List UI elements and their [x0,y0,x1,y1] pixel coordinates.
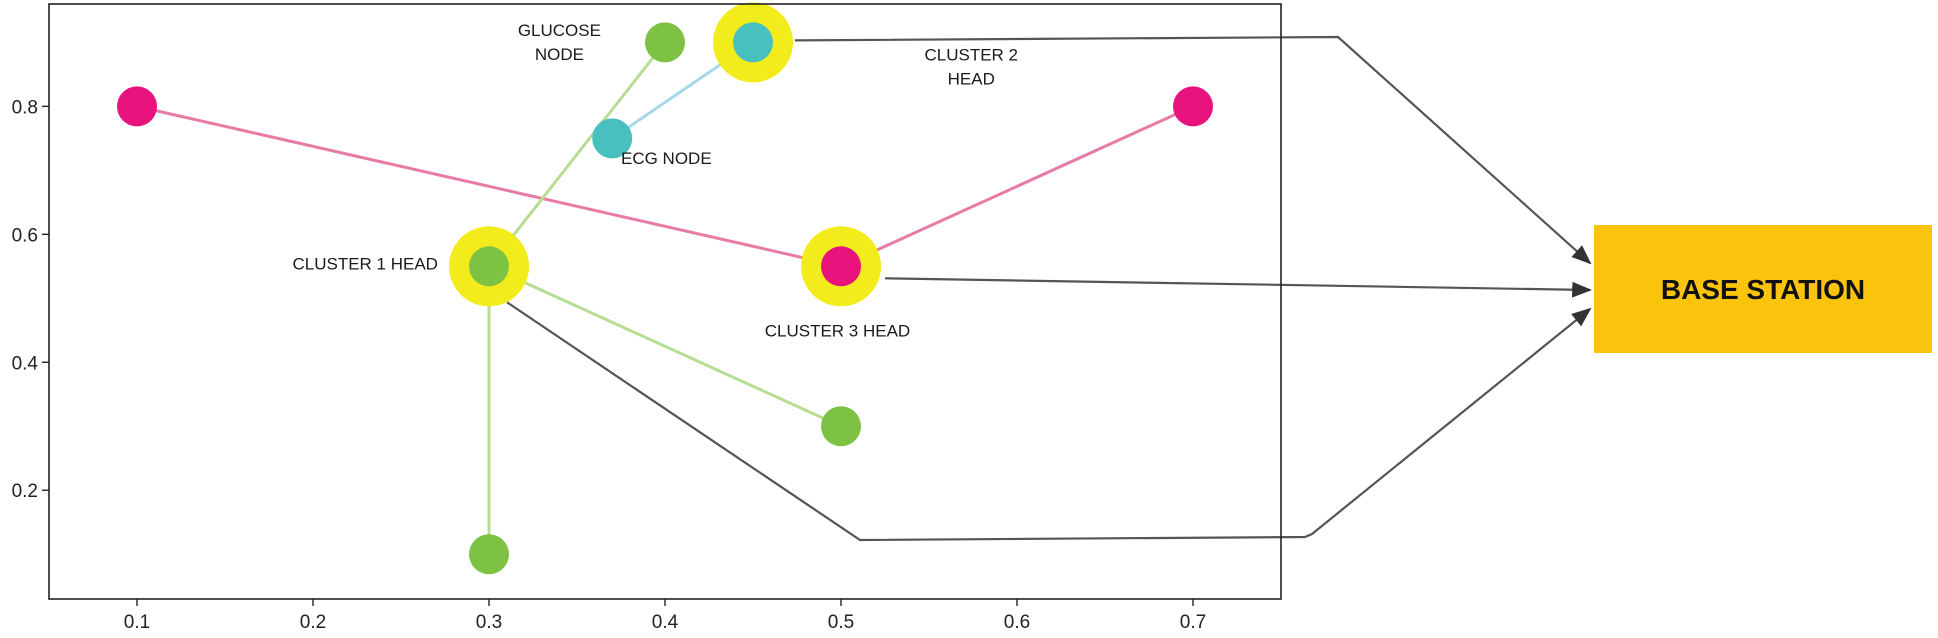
glucose-label-line: GLUCOSE [518,21,601,40]
sensor-node [469,534,509,575]
x-tick-label: 0.7 [1180,612,1206,633]
base-station-uplinks [506,35,1592,542]
cluster-head-node [801,226,881,307]
cluster1-label: CLUSTER 1 HEAD [292,255,437,274]
node-marker-p1 [117,86,157,127]
x-tick-label: 0.4 [652,612,679,633]
link-p5-p4 [487,41,667,268]
cluster2-label: CLUSTER 2 HEAD [924,45,1018,88]
x-tick-label: 0.6 [1004,612,1030,633]
cluster1-label-line: CLUSTER 1 HEAD [292,255,437,274]
plot-frame [48,3,1282,600]
x-tick-label: 0.5 [828,612,854,633]
uplink-arrow-p4 [506,301,1592,542]
uplink-arrow-p3 [884,277,1592,298]
link-p2-p3 [840,104,1194,268]
node-marker-p3 [821,246,861,287]
base-station-box [1594,225,1932,353]
sensor-nodes [117,2,1213,575]
ecg-label: ECG NODE [621,149,712,168]
y-tick-label: 0.4 [12,353,39,374]
y-axis: 0.2 0.4 0.6 0.8 [12,97,49,502]
glucose-label-line: NODE [535,45,584,64]
base-station-label: BASE STATION [1661,274,1865,305]
node-marker-p4 [469,246,509,287]
cluster-head-node [713,2,793,83]
uplink-arrow-p8 [794,35,1592,265]
sensor-node [821,406,861,447]
ecg-label-line: ECG NODE [621,149,712,168]
node-marker-p5 [645,22,685,63]
x-tick-label: 0.2 [300,612,326,633]
y-tick-label: 0.6 [12,225,38,246]
glucose-label: GLUCOSE NODE [518,21,601,64]
node-marker-p2 [1173,86,1213,127]
sensor-node [1173,86,1213,127]
node-marker-p6 [821,406,861,447]
node-marker-p7 [469,534,509,575]
node-marker-p9 [592,118,633,159]
x-axis: 0.1 0.2 0.3 0.4 0.5 0.6 0.7 [124,599,1206,633]
link-p1-p3 [136,104,842,268]
x-tick-label: 0.1 [124,612,150,633]
base-station: BASE STATION [1594,225,1932,353]
y-tick-label: 0.8 [12,97,38,118]
cluster-head-node [449,226,529,307]
cluster3-label: CLUSTER 3 HEAD [765,322,910,341]
node-annotations: GLUCOSE NODE CLUSTER 2 HEAD ECG NODE CLUSTER … [292,21,1018,341]
cluster-links [136,41,1194,555]
sensor-node [645,22,685,63]
sensor-node [117,86,157,127]
cluster3-label-line: CLUSTER 3 HEAD [765,322,910,341]
node-marker-p8 [733,22,773,63]
cluster2-label-line: HEAD [948,69,995,88]
link-p6-p4 [488,264,842,428]
cluster2-label-line: CLUSTER 2 [924,45,1018,64]
sensor-node [592,118,633,159]
y-tick-label: 0.2 [12,481,38,502]
x-tick-label: 0.3 [476,612,502,633]
